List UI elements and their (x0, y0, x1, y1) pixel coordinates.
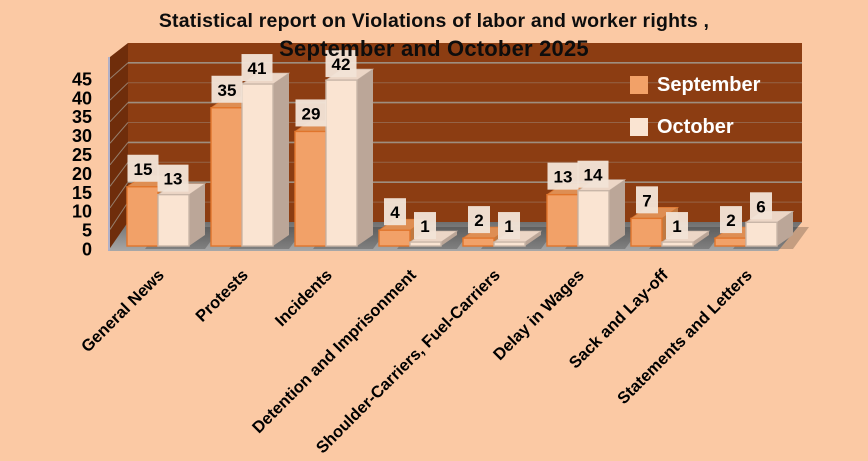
data-label-october-3: 1 (420, 217, 429, 236)
data-label-box (295, 99, 327, 127)
data-label-box (468, 206, 490, 234)
data-label-september-6: 7 (642, 191, 651, 210)
data-label-october-0: 13 (164, 170, 183, 189)
bar-october-7 (745, 221, 778, 247)
data-label-box (577, 160, 609, 188)
side-wall (110, 43, 128, 251)
bar-side-october-7 (777, 211, 793, 246)
y-tick-40: 40 (72, 88, 92, 108)
data-label-october-4: 1 (504, 217, 513, 236)
side-wall-gridline (109, 201, 129, 230)
data-label-september-7: 2 (726, 211, 735, 230)
bar-september-3 (378, 229, 411, 247)
data-label-october-6: 1 (672, 217, 681, 236)
data-label-box (384, 198, 406, 226)
y-tick-20: 20 (72, 164, 92, 184)
side-wall-gridline (109, 142, 129, 166)
data-label-box (720, 206, 742, 234)
bar-october-5 (577, 189, 610, 247)
bar-october-0 (157, 193, 190, 247)
y-tick-15: 15 (72, 183, 92, 203)
data-label-box (750, 192, 772, 220)
y-tick-45: 45 (72, 69, 92, 89)
data-label-september-3: 4 (390, 203, 400, 222)
data-label-october-1: 41 (248, 59, 267, 78)
bar-october-3 (409, 241, 442, 247)
bar-october-6 (661, 241, 694, 247)
data-label-september-2: 29 (302, 104, 321, 123)
data-label-box (498, 212, 520, 240)
side-wall-gridline (109, 102, 129, 123)
data-label-box (666, 212, 688, 240)
bar-september-6 (630, 217, 663, 247)
x-category-label-3: Detention and Imprisonment (249, 266, 420, 437)
x-category-label-0: General News (78, 266, 168, 356)
data-label-september-1: 35 (218, 81, 237, 100)
bar-side-october-3 (441, 231, 457, 246)
bar-side-october-6 (693, 231, 709, 246)
data-label-october-2: 42 (332, 55, 351, 74)
y-tick-5: 5 (82, 221, 92, 241)
bar-october-1 (241, 83, 274, 247)
bar-side-october-5 (609, 179, 625, 246)
data-label-box (157, 164, 189, 192)
bar-september-7 (714, 237, 747, 247)
data-label-october-7: 6 (756, 197, 765, 216)
x-category-label-4: Shoulder-Carriers, Fuel-Carriers (313, 266, 504, 457)
bar-side-october-0 (189, 183, 205, 246)
legend-marker-october (630, 118, 648, 136)
legend-item-october: October (630, 116, 760, 138)
data-label-box (211, 75, 243, 103)
bar-october-4 (493, 241, 526, 247)
data-label-box (547, 162, 579, 190)
x-category-label-1: Protests (192, 266, 251, 325)
data-label-box (636, 186, 658, 214)
y-tick-35: 35 (72, 107, 92, 127)
side-wall-gridline (109, 162, 129, 187)
y-tick-30: 30 (72, 126, 92, 146)
bar-september-5 (546, 193, 579, 247)
bar-september-4 (462, 237, 495, 247)
x-category-label-5: Delay in Wages (490, 266, 588, 364)
data-label-box (325, 50, 357, 78)
data-label-box (127, 154, 159, 182)
x-category-label-7: Statements and Letters (614, 266, 756, 408)
side-wall-gridline (109, 181, 129, 209)
bar-september-1 (210, 107, 243, 247)
bar-side-october-4 (525, 231, 541, 246)
y-tick-0: 0 (82, 240, 92, 260)
x-category-label-2: Incidents (272, 266, 336, 330)
chart-title-line1: Statistical report on Violations of labo… (158, 10, 710, 32)
bar-september-2 (294, 130, 327, 247)
legend-label-september: September (657, 74, 761, 96)
data-label-box (414, 212, 436, 240)
legend-item-september: September (630, 74, 760, 96)
bar-october-2 (325, 79, 358, 247)
data-label-september-4: 2 (474, 211, 483, 230)
side-wall-gridline (109, 62, 129, 79)
chart-title-line2: September and October 2025 (279, 36, 589, 61)
data-label-box (241, 54, 273, 82)
bar-side-october-2 (357, 69, 373, 246)
side-wall-gridline (109, 82, 129, 101)
legend-label-october: October (657, 116, 734, 138)
bar-september-0 (126, 186, 159, 247)
bar-side-october-1 (273, 73, 289, 246)
chart-legend: September October (630, 74, 760, 158)
legend-marker-september (630, 76, 648, 94)
data-label-october-5: 14 (584, 166, 603, 185)
data-label-september-0: 15 (134, 160, 153, 179)
data-label-september-5: 13 (554, 168, 573, 187)
y-tick-25: 25 (72, 145, 92, 165)
y-tick-10: 10 (72, 202, 92, 222)
side-wall-gridline (109, 122, 129, 144)
